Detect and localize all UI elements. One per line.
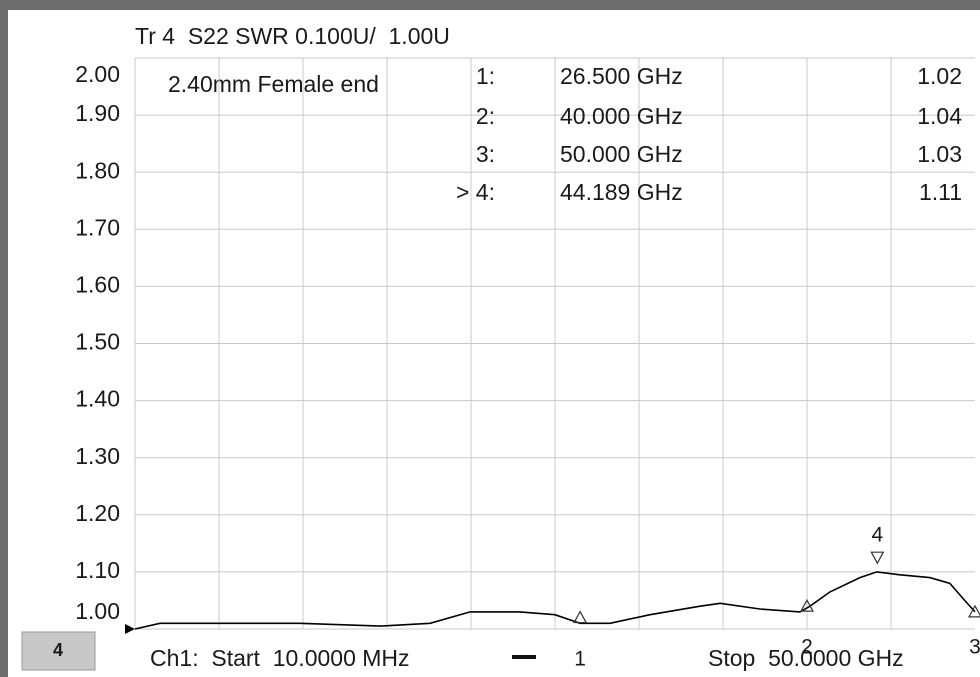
chart-title: Tr 4 S22 SWR 0.100U/ 1.00U: [135, 23, 450, 49]
marker-label: 2:: [476, 103, 495, 129]
marker-label: 1:: [476, 63, 495, 89]
y-tick-label: 1.70: [75, 214, 120, 240]
y-tick-label: 2.00: [75, 61, 120, 87]
channel-badge-box[interactable]: [21, 631, 96, 671]
marker-frequency: 26.500 GHz: [560, 63, 683, 89]
marker-frequency: 44.189 GHz: [560, 179, 683, 205]
channel-badge[interactable]: 4: [53, 640, 63, 660]
marker-value: 1.04: [917, 103, 962, 129]
y-tick-label: 1.80: [75, 157, 120, 183]
y-tick-label: 1.00: [75, 598, 120, 624]
y-tick-label: 1.30: [75, 443, 120, 469]
marker-triangle: [967, 604, 980, 618]
marker-value: 1.03: [917, 141, 962, 167]
y-tick-label: 1.20: [75, 500, 120, 526]
y-tick-label: 1.40: [75, 386, 120, 412]
annotation: 2.40mm Female end: [168, 71, 379, 97]
reference-arrow: [125, 624, 135, 634]
marker-value: 1.11: [919, 179, 962, 205]
marker-value: 1.02: [917, 63, 962, 89]
y-tick-label: 1.60: [75, 271, 120, 297]
marker-flag: 3: [969, 636, 980, 659]
start-label: Ch1: Start 10.0000 MHz: [150, 645, 410, 671]
trace: [134, 571, 976, 630]
marker-triangle: [870, 551, 885, 565]
marker-flag: 2: [801, 636, 813, 659]
marker-frequency: 40.000 GHz: [560, 103, 683, 129]
marker-frequency: 50.000 GHz: [560, 141, 683, 167]
marker-triangle: [799, 598, 814, 612]
marker-triangle: [573, 610, 588, 624]
stop-label: Stop 50.0000 GHz: [708, 645, 904, 671]
y-tick-label: 1.10: [75, 557, 120, 583]
marker-flag: 1: [574, 648, 586, 671]
y-tick-label: 1.50: [75, 329, 120, 355]
y-tick-label: 1.90: [75, 100, 120, 126]
marker-label: 3:: [476, 141, 495, 167]
marker-flag: 4: [872, 524, 884, 547]
dash: [512, 655, 536, 659]
marker-label: > 4:: [456, 179, 495, 205]
